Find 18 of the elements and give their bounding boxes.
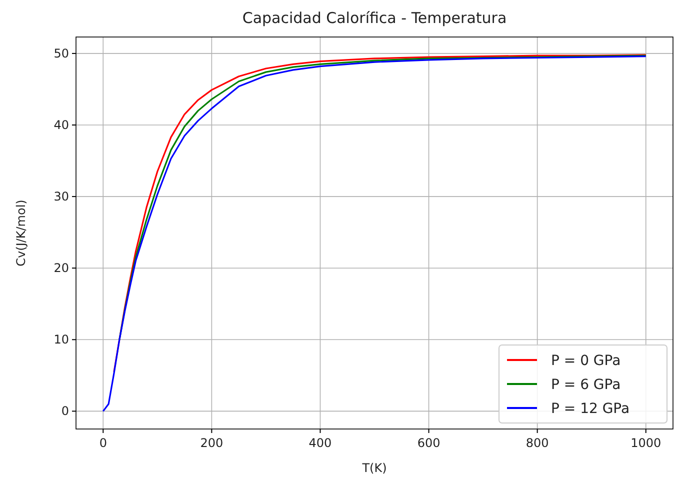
legend-label: P = 6 GPa [551,377,621,393]
y-tick-label: 30 [54,190,69,204]
x-tick-label: 1000 [630,436,662,450]
x-tick-label: 0 [99,436,107,450]
x-tick-label: 600 [417,436,440,450]
x-axis-title: T(K) [361,461,387,475]
y-tick-label: 10 [54,332,69,347]
x-tick-label: 200 [200,436,224,450]
chart-title: Capacidad Calorífica - Temperatura [242,9,507,27]
x-tick-label: 400 [308,436,332,450]
x-tick-label: 800 [526,436,549,450]
y-tick-label: 50 [54,46,69,60]
legend-label: P = 0 GPa [551,353,621,369]
y-axis-title: Cv(J/K/mol) [14,200,28,266]
y-tick-label: 40 [54,118,69,132]
y-tick-label: 20 [54,261,69,276]
legend-label: P = 12 GPa [551,401,630,417]
y-tick-label: 0 [61,404,69,418]
